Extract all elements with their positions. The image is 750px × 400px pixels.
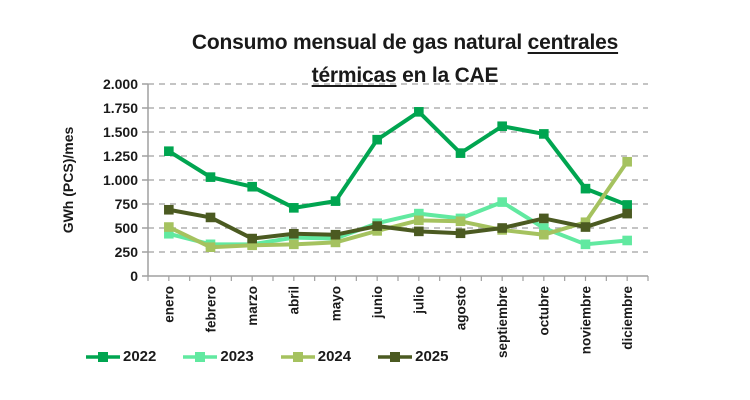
legend-marker (98, 351, 108, 362)
y-tick-label: 2.000 (103, 76, 138, 92)
data-point-2024-marzo (247, 240, 257, 251)
legend-item-2024: 2024 (280, 348, 352, 365)
data-point-2024-octubre (539, 229, 549, 240)
x-tick-label-abril: abril (287, 286, 302, 315)
axes (147, 84, 649, 281)
data-point-2025-enero (164, 204, 174, 215)
data-point-2025-julio (414, 226, 424, 237)
data-point-2022-enero (164, 146, 174, 156)
x-tick-label-agosto: agosto (453, 286, 468, 330)
data-point-2023-diciembre (622, 235, 632, 246)
y-tick-label: 1.750 (103, 100, 138, 116)
chart-title-line2: térmicas en la CAE (60, 59, 750, 92)
x-tick-label-julio: julio (412, 286, 427, 315)
series-2025 (164, 204, 632, 244)
data-point-2022-mayo (330, 196, 341, 206)
x-tick-labels: enero febrero marzo abril mayo junio julio agos… (162, 286, 635, 359)
legend-marker (292, 351, 303, 362)
data-point-2025-abril (289, 228, 299, 239)
legend-swatch-2025 (378, 351, 413, 362)
series-line-2022 (167, 109, 628, 210)
legend: 2022 2023 2024 2025 (86, 348, 449, 365)
series-2024 (164, 156, 632, 252)
y-tick-label: 1.000 (103, 172, 138, 188)
title-underlined-text: centrales (527, 31, 619, 54)
legend-swatch-2023 (183, 351, 218, 362)
data-point-2023-septiembre (497, 197, 507, 207)
legend-label-2024: 2024 (317, 348, 352, 365)
data-point-2025-junio (372, 221, 382, 231)
y-tick-label: 0 (130, 268, 138, 284)
legend-label-2023: 2023 (220, 348, 254, 365)
x-tick-label-marzo: marzo (245, 286, 260, 326)
y-tick-label: 1.500 (103, 124, 138, 140)
legend-marker (195, 351, 206, 362)
legend-item-2025: 2025 (378, 348, 449, 365)
data-point-2022-septiembre (497, 121, 507, 132)
series-line-2024 (167, 160, 629, 250)
legend-label-2025: 2025 (415, 348, 449, 365)
title-text: en la CAE (396, 64, 499, 87)
x-tick-label-noviembre: noviembre (578, 286, 593, 355)
x-tick-label-febrero: febrero (203, 286, 218, 333)
data-point-2022-diciembre (622, 200, 632, 210)
data-point-2022-julio (414, 107, 424, 117)
data-point-2022-junio (372, 134, 382, 145)
data-point-2022-abril (289, 203, 299, 213)
data-point-2025-diciembre (622, 208, 632, 219)
data-point-2023-octubre (539, 223, 549, 233)
data-point-2024-mayo (330, 237, 341, 248)
x-tick-label-septiembre: septiembre (495, 286, 510, 359)
data-point-2022-noviembre (580, 183, 591, 194)
y-tick-labels: 0 250 500 750 1.000 1.250 1.500 1.750 2.000 (103, 76, 138, 284)
data-point-2024-julio (414, 215, 424, 226)
data-point-2024-diciembre (622, 156, 632, 167)
data-point-2024-agosto (455, 216, 466, 227)
gridlines (142, 83, 648, 277)
y-tick-label: 250 (115, 244, 139, 260)
series-2022 (164, 107, 632, 213)
legend-swatch-2024 (280, 351, 315, 362)
data-point-2024-febrero (205, 242, 216, 252)
title-underlined-text: térmicas (311, 64, 397, 87)
data-point-2023-noviembre (580, 239, 591, 250)
x-tick-label-enero: enero (162, 286, 177, 323)
data-point-2023-enero (164, 228, 174, 239)
x-tick-label-junio: junio (370, 286, 385, 319)
y-tick-label: 1.250 (103, 148, 138, 164)
data-point-2023-julio (414, 208, 424, 219)
data-point-2022-octubre (539, 129, 549, 139)
legend-marker (390, 351, 401, 362)
series-line-2025 (168, 207, 628, 241)
y-tick-label: 750 (115, 196, 139, 212)
data-point-2025-mayo (330, 229, 341, 240)
y-tick-label: 500 (115, 220, 139, 236)
legend-swatch-2022 (86, 351, 120, 362)
x-tick-label-octubre: octubre (537, 286, 552, 336)
data-point-2025-noviembre (580, 222, 591, 232)
data-point-2022-agosto (455, 148, 466, 158)
legend-label-2022: 2022 (123, 348, 157, 365)
legend-item-2023: 2023 (183, 348, 254, 365)
data-point-2025-agosto (455, 228, 466, 239)
data-point-2025-marzo (247, 233, 257, 244)
x-tick-label-mayo: mayo (328, 286, 343, 321)
data-point-2022-marzo (247, 181, 257, 192)
data-point-2025-febrero (205, 212, 216, 223)
x-tick-label-diciembre: diciembre (620, 286, 635, 350)
chart-title-line1: Consumo mensual de gas natural centrales (60, 26, 750, 59)
data-point-2024-enero (164, 222, 174, 232)
data-point-2025-octubre (539, 213, 549, 224)
data-point-2025-septiembre (497, 223, 507, 233)
data-point-2022-febrero (205, 172, 216, 182)
chart-title: Consumo mensual de gas natural centrales… (60, 26, 750, 92)
data-point-2024-abril (289, 239, 299, 250)
title-text: Consumo mensual de gas natural (191, 31, 528, 54)
legend-item-2022: 2022 (86, 348, 156, 365)
